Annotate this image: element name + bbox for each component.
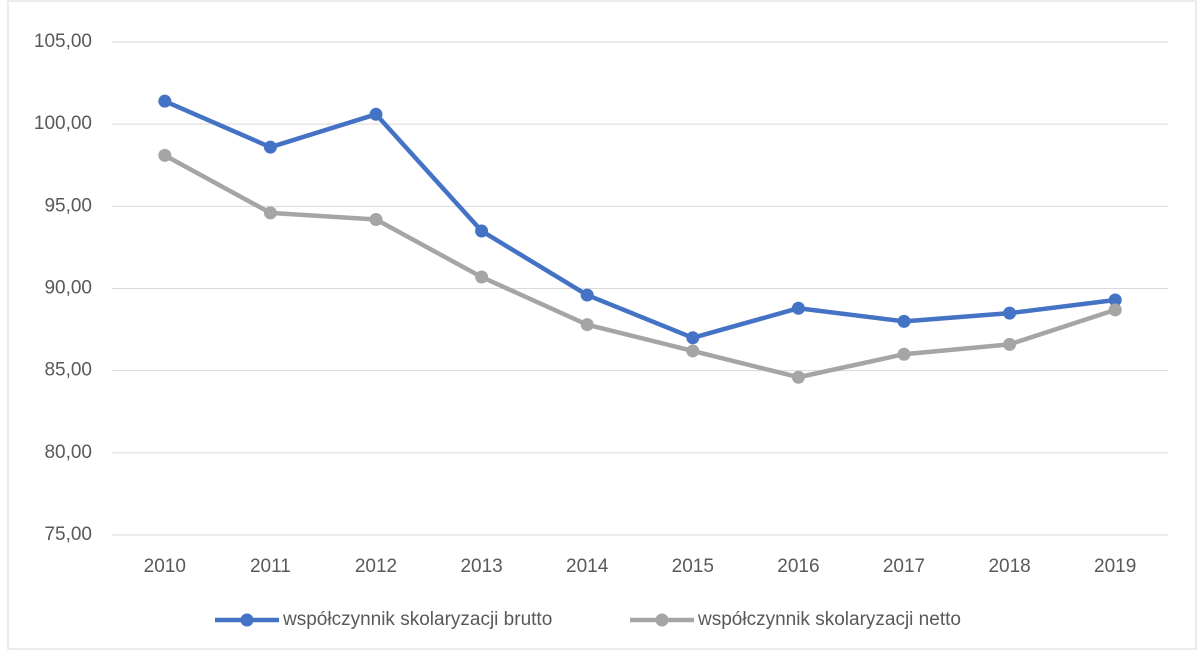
y-tick-label: 80,00 [44,442,92,463]
data-point [1108,293,1122,307]
x-tick-label: 2019 [1094,556,1136,577]
x-tick-label: 2018 [988,556,1030,577]
y-tick-label: 100,00 [34,113,92,134]
y-tick-label: 85,00 [44,360,92,381]
data-point [1108,303,1122,317]
series-line [163,153,1116,380]
data-point [475,224,489,238]
data-point [897,347,911,361]
x-tick-label: 2012 [355,556,397,577]
legend-label: współczynnik skolaryzacji brutto [282,609,552,630]
series-line [163,99,1116,341]
data-point [1003,337,1017,351]
legend-marker [655,613,669,627]
data-point [369,212,383,226]
y-tick-label: 95,00 [44,195,92,216]
legend-label: współczynnik skolaryzacji netto [697,609,961,630]
data-point [791,301,805,315]
data-point [263,206,277,220]
y-tick-label: 90,00 [44,278,92,299]
data-point [475,270,489,284]
data-point [158,94,172,108]
x-tick-label: 2016 [777,556,819,577]
data-point [580,288,594,302]
x-tick-label: 2017 [883,556,925,577]
data-point [1003,306,1017,320]
x-tick-label: 2013 [460,556,502,577]
x-tick-label: 2015 [672,556,714,577]
data-point [369,107,383,121]
data-point [686,331,700,345]
data-point [580,318,594,332]
y-tick-label: 105,00 [34,31,92,52]
chart-border [7,0,1197,650]
x-tick-label: 2011 [250,556,291,577]
data-point [158,148,172,162]
x-tick-label: 2014 [566,556,609,577]
legend-marker [240,613,254,627]
data-point [263,140,277,154]
data-point [897,314,911,328]
x-tick-label: 2010 [144,556,186,577]
data-point [686,344,700,358]
data-point [791,370,805,384]
y-tick-label: 75,00 [44,524,92,545]
